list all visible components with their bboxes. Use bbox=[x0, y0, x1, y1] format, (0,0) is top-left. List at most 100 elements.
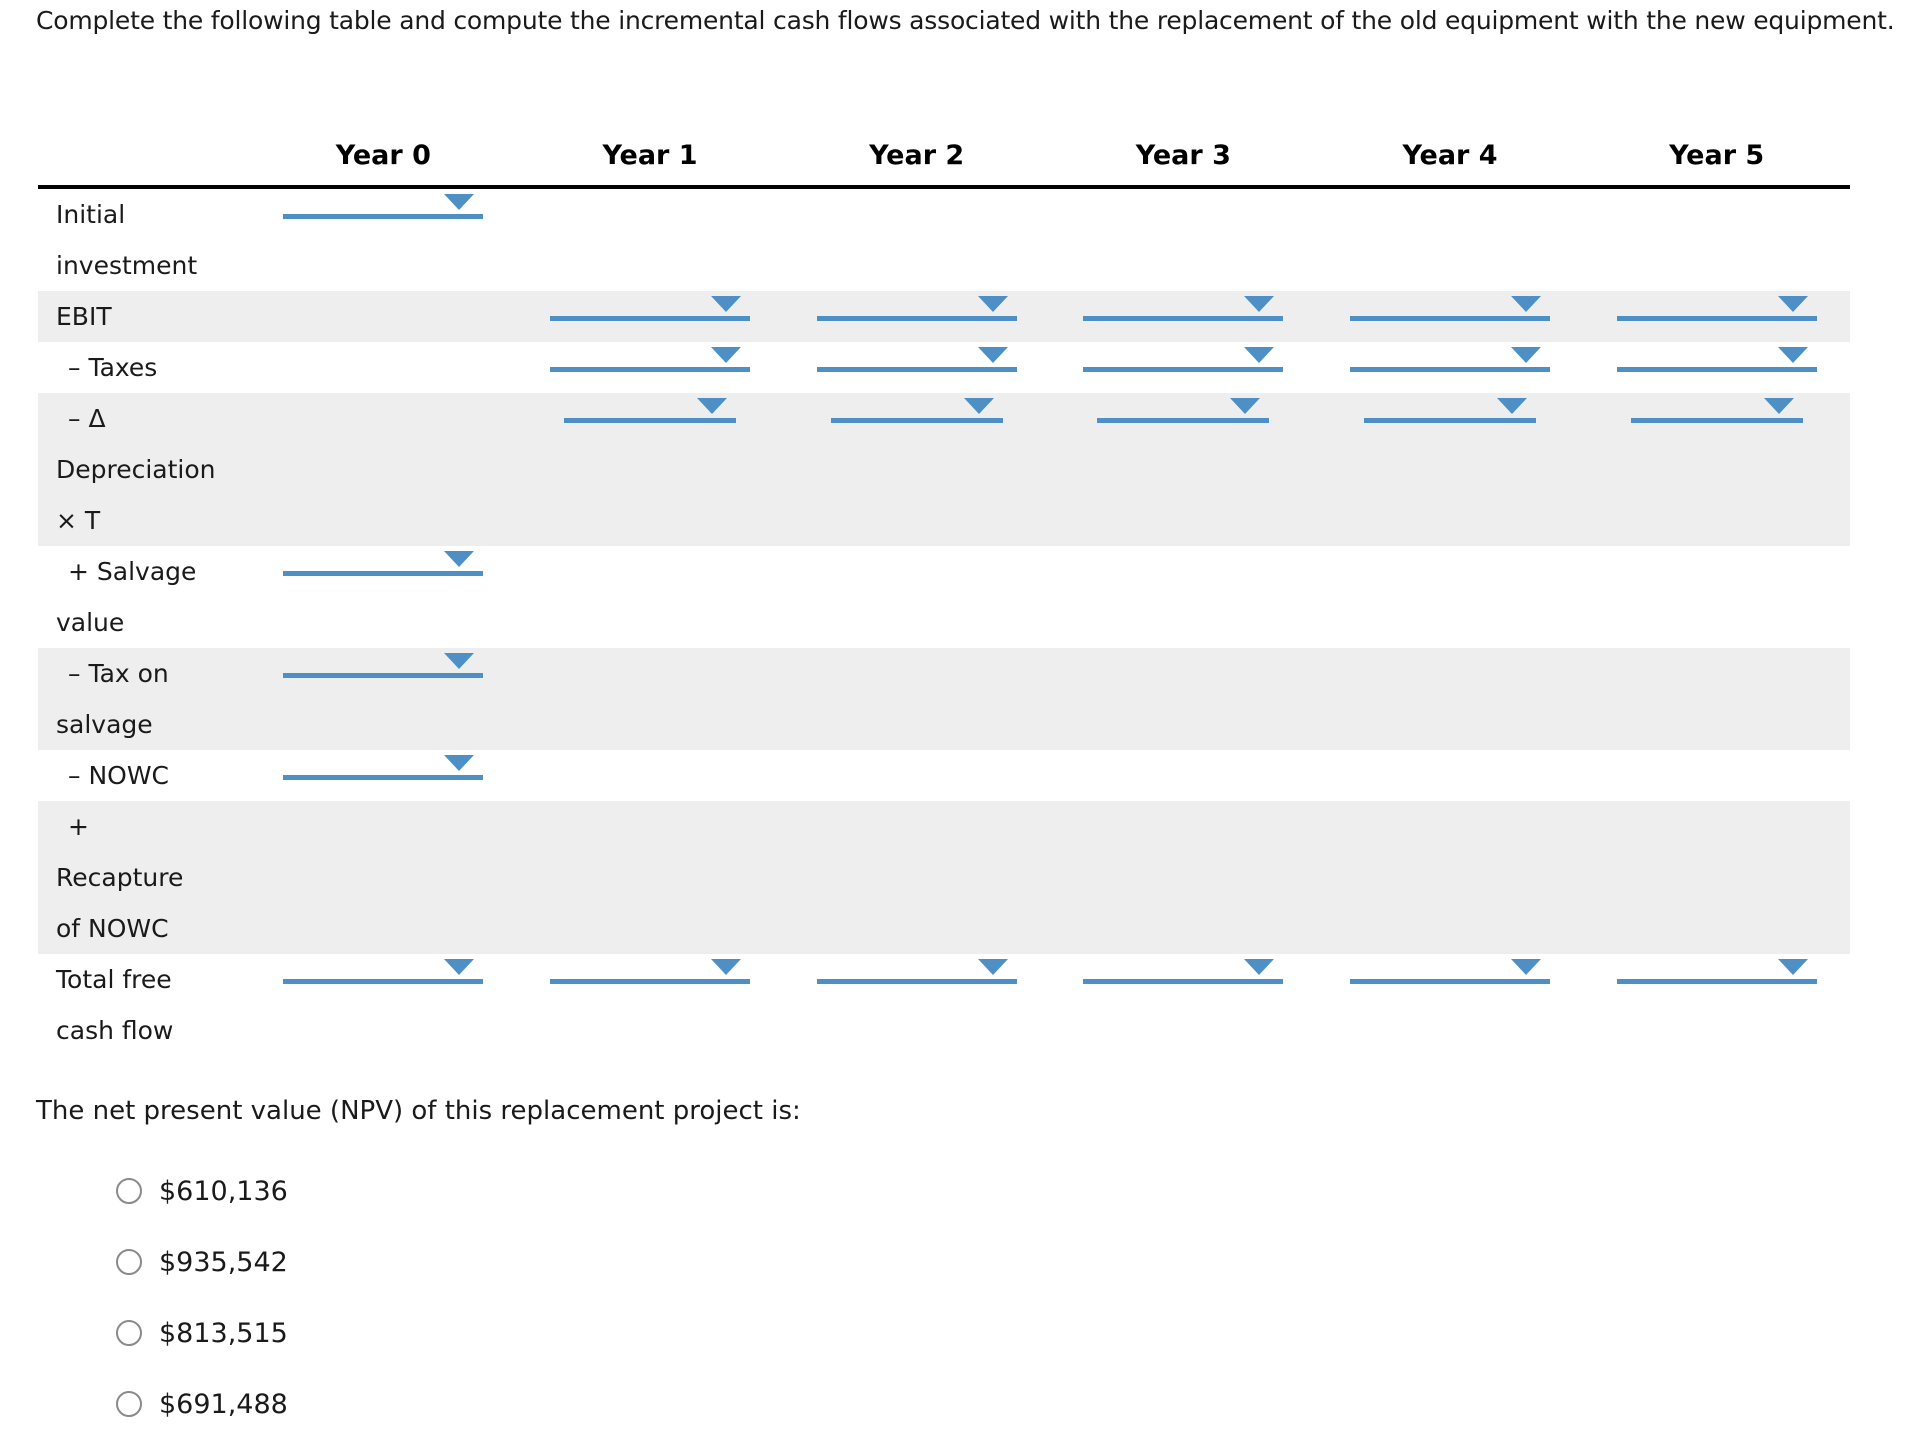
dropdown-total-fcf-year2[interactable] bbox=[816, 954, 1017, 984]
row-label: + Salvage value bbox=[56, 557, 197, 637]
question-instructions: Complete the following table and compute… bbox=[36, 6, 1895, 35]
empty-cell bbox=[1317, 750, 1584, 801]
dropdown-arrow-icon bbox=[444, 755, 475, 771]
empty-cell bbox=[517, 546, 784, 648]
row-label: – NOWC bbox=[68, 761, 170, 790]
dropdown-tax-on-salvage-year0[interactable] bbox=[283, 648, 484, 678]
dropdown-arrow-icon bbox=[1510, 959, 1541, 975]
row-label: – Tax on salvage bbox=[56, 659, 169, 739]
dropdown-total-fcf-year3[interactable] bbox=[1083, 954, 1284, 984]
dropdown-taxes-year4[interactable] bbox=[1349, 342, 1550, 372]
dropdown-taxes-year5[interactable] bbox=[1616, 342, 1817, 372]
dropdown-arrow-icon bbox=[1244, 347, 1275, 363]
table-row-delta-depreciation-t: – Δ Depreciation × T bbox=[38, 393, 1850, 546]
column-header-year-5: Year 5 bbox=[1669, 140, 1765, 171]
dropdown-arrow-icon bbox=[1763, 398, 1794, 414]
dropdown-depreciation-year3[interactable] bbox=[1097, 393, 1270, 423]
dropdown-arrow-icon bbox=[1244, 296, 1275, 312]
table-row-nowc: – NOWC bbox=[38, 750, 1850, 801]
empty-cell bbox=[1583, 189, 1850, 291]
npv-option-label[interactable]: $935,542 bbox=[159, 1246, 288, 1278]
table-row-taxes: – Taxes bbox=[38, 342, 1850, 393]
dropdown-arrow-icon bbox=[1777, 959, 1808, 975]
empty-cell bbox=[1583, 801, 1850, 954]
dropdown-depreciation-year2[interactable] bbox=[830, 393, 1003, 423]
cash-flow-table: Year 0 Year 1 Year 2 Year 3 Year 4 Year … bbox=[38, 140, 1850, 1056]
npv-option-2[interactable]: $935,542 bbox=[116, 1246, 288, 1278]
empty-cell bbox=[1583, 546, 1850, 648]
dropdown-salvage-value-year0[interactable] bbox=[283, 546, 484, 576]
dropdown-arrow-icon bbox=[710, 959, 741, 975]
row-label: EBIT bbox=[56, 302, 112, 331]
table-row-tax-on-salvage: – Tax on salvage bbox=[38, 648, 1850, 750]
table-row-initial-investment: Initial investment bbox=[38, 189, 1850, 291]
dropdown-arrow-icon bbox=[710, 296, 741, 312]
empty-cell bbox=[1317, 648, 1584, 750]
dropdown-arrow-icon bbox=[1230, 398, 1261, 414]
npv-option-label[interactable]: $610,136 bbox=[159, 1175, 288, 1207]
npv-option-label[interactable]: $813,515 bbox=[159, 1317, 288, 1349]
dropdown-arrow-icon bbox=[1777, 296, 1808, 312]
dropdown-depreciation-year5[interactable] bbox=[1630, 393, 1803, 423]
dropdown-arrow-icon bbox=[444, 194, 475, 210]
empty-cell bbox=[517, 648, 784, 750]
dropdown-arrow-icon bbox=[1510, 347, 1541, 363]
dropdown-arrow-icon bbox=[710, 347, 741, 363]
empty-cell bbox=[783, 750, 1050, 801]
empty-cell bbox=[250, 342, 517, 393]
dropdown-ebit-year2[interactable] bbox=[816, 291, 1017, 321]
empty-cell bbox=[250, 393, 517, 546]
dropdown-arrow-icon bbox=[1510, 296, 1541, 312]
dropdown-taxes-year2[interactable] bbox=[816, 342, 1017, 372]
dropdown-initial-investment-year0[interactable] bbox=[283, 189, 484, 219]
npv-option-label[interactable]: $691,488 bbox=[159, 1388, 288, 1420]
npv-option-1[interactable]: $610,136 bbox=[116, 1175, 288, 1207]
dropdown-arrow-icon bbox=[1244, 959, 1275, 975]
npv-option-3[interactable]: $813,515 bbox=[116, 1317, 288, 1349]
dropdown-ebit-year4[interactable] bbox=[1349, 291, 1550, 321]
table-row-recapture-of-nowc: + Recapture of NOWC bbox=[38, 801, 1850, 954]
radio-button-icon[interactable] bbox=[116, 1391, 142, 1417]
column-header-year-2: Year 2 bbox=[869, 140, 965, 171]
empty-cell bbox=[250, 291, 517, 342]
dropdown-ebit-year1[interactable] bbox=[549, 291, 750, 321]
dropdown-total-fcf-year0[interactable] bbox=[283, 954, 484, 984]
radio-button-icon[interactable] bbox=[116, 1249, 142, 1275]
radio-button-icon[interactable] bbox=[116, 1178, 142, 1204]
dropdown-arrow-icon bbox=[444, 551, 475, 567]
dropdown-depreciation-year1[interactable] bbox=[563, 393, 736, 423]
table-row-ebit: EBIT bbox=[38, 291, 1850, 342]
dropdown-arrow-icon bbox=[1777, 347, 1808, 363]
dropdown-total-fcf-year1[interactable] bbox=[549, 954, 750, 984]
column-header-year-4: Year 4 bbox=[1402, 140, 1498, 171]
dropdown-taxes-year1[interactable] bbox=[549, 342, 750, 372]
dropdown-total-fcf-year4[interactable] bbox=[1349, 954, 1550, 984]
radio-button-icon[interactable] bbox=[116, 1320, 142, 1346]
dropdown-nowc-year0[interactable] bbox=[283, 750, 484, 780]
dropdown-depreciation-year4[interactable] bbox=[1363, 393, 1536, 423]
row-label: – Δ Depreciation × T bbox=[56, 404, 216, 535]
empty-cell bbox=[1050, 750, 1317, 801]
dropdown-arrow-icon bbox=[696, 398, 727, 414]
table-header-row: Year 0 Year 1 Year 2 Year 3 Year 4 Year … bbox=[38, 140, 1850, 189]
dropdown-arrow-icon bbox=[977, 347, 1008, 363]
empty-cell bbox=[1317, 189, 1584, 291]
empty-cell bbox=[783, 648, 1050, 750]
empty-cell bbox=[517, 189, 784, 291]
dropdown-arrow-icon bbox=[963, 398, 994, 414]
empty-cell bbox=[783, 546, 1050, 648]
npv-option-4[interactable]: $691,488 bbox=[116, 1388, 288, 1420]
column-header-year-3: Year 3 bbox=[1135, 140, 1231, 171]
dropdown-arrow-icon bbox=[1496, 398, 1527, 414]
table-row-salvage-value: + Salvage value bbox=[38, 546, 1850, 648]
dropdown-total-fcf-year5[interactable] bbox=[1616, 954, 1817, 984]
dropdown-ebit-year3[interactable] bbox=[1083, 291, 1284, 321]
column-header-year-1: Year 1 bbox=[602, 140, 698, 171]
column-header-year-0: Year 0 bbox=[335, 140, 431, 171]
dropdown-ebit-year5[interactable] bbox=[1616, 291, 1817, 321]
empty-cell bbox=[1050, 801, 1317, 954]
empty-cell bbox=[1050, 648, 1317, 750]
empty-cell bbox=[1583, 648, 1850, 750]
empty-cell bbox=[517, 801, 784, 954]
dropdown-taxes-year3[interactable] bbox=[1083, 342, 1284, 372]
